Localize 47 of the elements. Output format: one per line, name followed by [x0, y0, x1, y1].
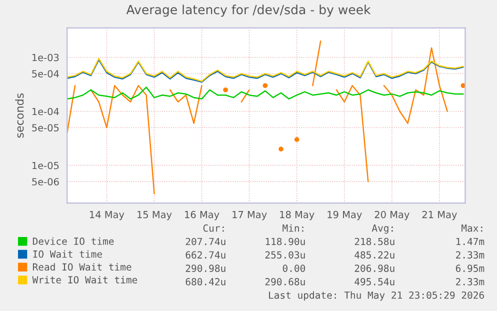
text: 206.98u	[354, 264, 394, 272]
x-tick-label: 20 May	[374, 210, 410, 220]
text: 662.74u	[186, 251, 226, 259]
legend-label: Write IO Wait time	[32, 276, 138, 284]
text: 485.22u	[354, 251, 394, 259]
point	[223, 87, 228, 92]
text: 6.95m	[456, 264, 484, 272]
text: 290.98u	[186, 264, 226, 272]
text: 1.47m	[456, 238, 484, 246]
point	[262, 83, 268, 88]
x-tick-label: 16 May	[185, 210, 220, 220]
x-tick-label: 19 May	[328, 210, 362, 220]
text: 2.33m	[456, 251, 484, 259]
y-axis-title: seconds	[15, 93, 24, 138]
text: 118.90u	[266, 238, 305, 246]
y-tick-label: 1e-05	[32, 162, 59, 170]
chart-title: Average latency for /dev/sda - by week	[126, 4, 371, 17]
legend-label: Read IO Wait time	[32, 263, 132, 271]
text: 2.33m	[456, 278, 484, 286]
x-tick-label: 15 May	[138, 211, 172, 220]
y-tick-label: 1e-03	[32, 54, 59, 62]
text: 255.03u	[265, 251, 305, 259]
text: Min:	[282, 224, 304, 232]
point	[460, 83, 466, 88]
legend-label: IO Wait time	[33, 250, 102, 258]
x-tick-label: 18 May	[280, 210, 314, 220]
text: Avg:	[372, 224, 393, 234]
line-series	[67, 86, 464, 100]
point	[278, 146, 284, 152]
legend-label: Device IO time	[32, 237, 114, 245]
text: Cur:	[203, 224, 224, 232]
y-tick-label: 5e-05	[32, 124, 59, 132]
text: 207.74u	[186, 238, 226, 246]
x-tick-label: 21 May	[422, 210, 457, 220]
text: 495.54u	[354, 278, 394, 286]
y-tick-label: 1e-04	[32, 108, 59, 116]
x-tick-label: 14 May	[90, 211, 124, 220]
text: Last update: Thu May 21 23:05:29 2026	[269, 291, 484, 301]
text: 680.42u	[186, 278, 226, 286]
text: 290.68u	[265, 278, 305, 286]
text: Max:	[462, 224, 482, 232]
point	[294, 137, 300, 142]
x-tick-label: 17 May	[232, 211, 267, 220]
y-tick-label: 5e-04	[32, 70, 59, 78]
text: 0.00	[282, 264, 306, 272]
y-tick-label: 5e-06	[32, 178, 59, 186]
text: 218.58u	[354, 238, 394, 246]
